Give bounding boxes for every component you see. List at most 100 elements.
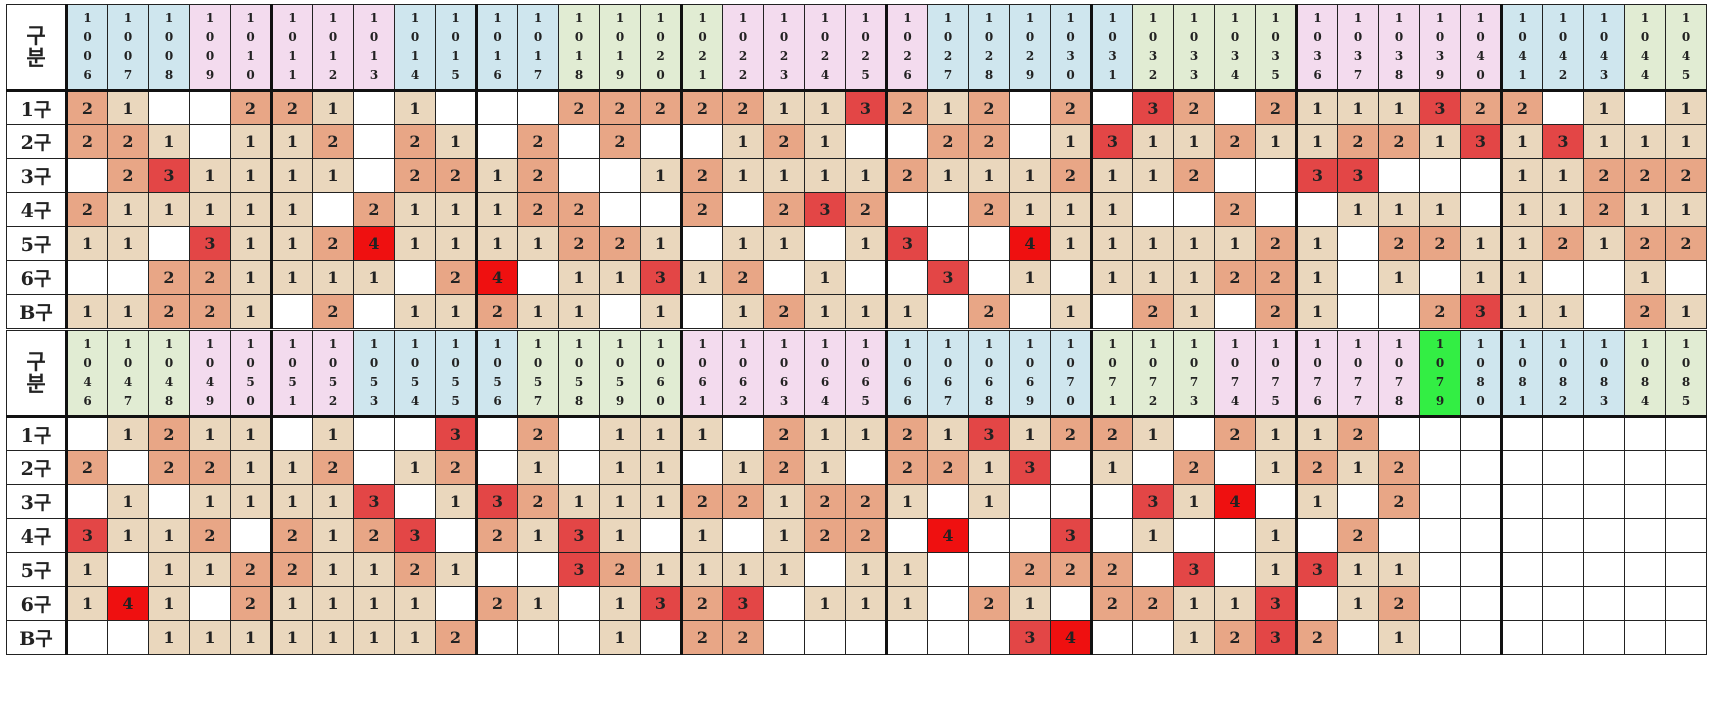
- count-cell: [1255, 158, 1297, 193]
- count-cell: [885, 518, 928, 553]
- count-cell: 1: [1542, 294, 1584, 329]
- count-cell: [1583, 484, 1625, 519]
- count-cell: 2: [1378, 226, 1420, 261]
- table-row: 6구 2 2 1 1 1 1 2 4 1 1 3 1 2 1 3 1 1 1 1 2 2 1 1 1 1 1: [6, 260, 1707, 295]
- count-cell: 1: [927, 158, 969, 193]
- count-cell: 3: [1132, 484, 1174, 519]
- count-cell: [599, 294, 641, 329]
- count-cell: 3: [1132, 90, 1174, 125]
- table-row: 6구 1 4 1 2 1 1 1 1 2 1 1 3 2 3 1 1 1 2 1 2 2 1 1 3 1 2: [6, 586, 1707, 621]
- count-cell: 4: [107, 586, 149, 621]
- count-cell: 1: [1378, 192, 1420, 227]
- count-cell: [1624, 484, 1666, 519]
- count-cell: 2: [1378, 484, 1420, 519]
- count-cell: [722, 192, 764, 227]
- count-cell: [1542, 484, 1584, 519]
- count-cell: 2: [394, 552, 436, 587]
- count-cell: 1: [1009, 158, 1051, 193]
- count-cell: 1: [1090, 450, 1133, 485]
- count-cell: 2: [763, 416, 805, 451]
- count-cell: [1542, 518, 1584, 553]
- count-cell: 2: [189, 450, 231, 485]
- count-cell: [189, 124, 231, 159]
- count-cell: 1: [475, 158, 518, 193]
- count-cell: 1: [230, 620, 272, 655]
- count-cell: 1: [763, 90, 805, 125]
- count-cell: 2: [1624, 226, 1666, 261]
- count-cell: [640, 518, 682, 553]
- count-cell: [517, 90, 559, 125]
- count-cell: [885, 192, 928, 227]
- count-cell: 1: [270, 484, 313, 519]
- count-cell: 2: [1214, 192, 1256, 227]
- count-cell: 3: [1050, 518, 1092, 553]
- count-cell: [1665, 450, 1707, 485]
- count-cell: 1: [845, 294, 887, 329]
- count-cell: 2: [1583, 158, 1625, 193]
- count-cell: 1: [804, 450, 846, 485]
- count-cell: [1542, 586, 1584, 621]
- count-cell: 2: [435, 620, 477, 655]
- count-cell: 1: [1173, 620, 1215, 655]
- count-cell: [885, 620, 928, 655]
- count-cell: 1: [680, 518, 723, 553]
- count-cell: 1: [1255, 518, 1297, 553]
- count-cell: [1295, 518, 1338, 553]
- row-label: 4구: [6, 192, 68, 227]
- count-cell: 3: [66, 518, 108, 553]
- count-cell: 1: [1378, 552, 1420, 587]
- count-cell: [968, 620, 1010, 655]
- count-cell: 1: [599, 586, 641, 621]
- count-cell: 2: [763, 294, 805, 329]
- count-cell: 2: [517, 192, 559, 227]
- count-cell: 1: [270, 226, 313, 261]
- count-cell: 1: [599, 620, 641, 655]
- count-cell: [599, 158, 641, 193]
- count-cell: 2: [230, 552, 272, 587]
- count-cell: [66, 158, 108, 193]
- count-cell: [1214, 294, 1256, 329]
- count-cell: 2: [1050, 416, 1092, 451]
- count-cell: [1500, 586, 1543, 621]
- count-cell: 2: [517, 484, 559, 519]
- count-cell: 2: [435, 158, 477, 193]
- count-cell: 3: [558, 552, 600, 587]
- count-cell: 1: [1132, 416, 1174, 451]
- count-cell: [189, 90, 231, 125]
- count-cell: 1: [640, 226, 682, 261]
- count-cell: 2: [475, 518, 518, 553]
- count-cell: 1: [722, 552, 764, 587]
- count-cell: [640, 192, 682, 227]
- count-cell: 1: [722, 226, 764, 261]
- count-cell: 1: [885, 552, 928, 587]
- count-cell: 2: [968, 192, 1010, 227]
- count-cell: 3: [475, 484, 518, 519]
- count-cell: 2: [107, 124, 149, 159]
- count-cell: 1: [804, 124, 846, 159]
- count-cell: [1009, 90, 1051, 125]
- count-cell: 2: [968, 124, 1010, 159]
- count-cell: 2: [312, 450, 354, 485]
- count-cell: 3: [435, 416, 477, 451]
- count-cell: 3: [804, 192, 846, 227]
- count-cell: 1: [312, 484, 354, 519]
- count-cell: 3: [722, 586, 764, 621]
- count-cell: 1: [1378, 260, 1420, 295]
- category-label-top: 구: [26, 22, 46, 48]
- count-cell: 1: [722, 450, 764, 485]
- count-cell: [107, 450, 149, 485]
- count-cell: 1: [1665, 192, 1707, 227]
- count-cell: [845, 620, 887, 655]
- count-cell: 1: [1050, 124, 1092, 159]
